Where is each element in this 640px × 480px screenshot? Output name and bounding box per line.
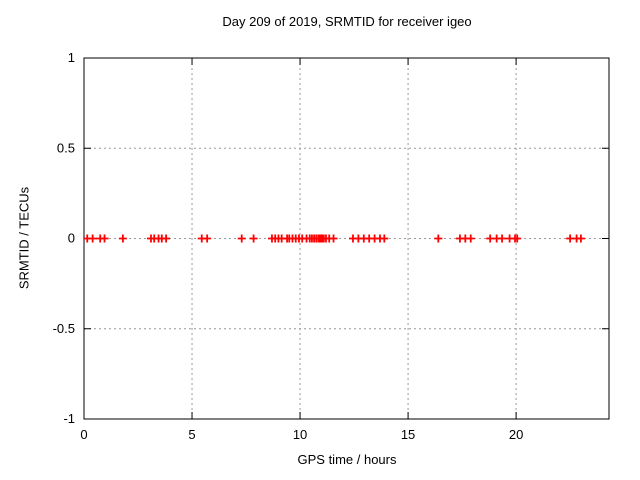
data-point-marker [100, 234, 109, 243]
x-axis-label: GPS time / hours [297, 452, 397, 467]
data-point-marker [203, 234, 212, 243]
x-tick-label: 20 [509, 427, 523, 442]
x-tick-label: 0 [80, 427, 87, 442]
data-point-marker [329, 234, 338, 243]
data-point-marker [466, 234, 475, 243]
x-tick-label: 10 [293, 427, 307, 442]
data-point-marker [498, 234, 507, 243]
chart-title: Day 209 of 2019, SRMTID for receiver ige… [222, 14, 472, 29]
data-point-marker [513, 234, 522, 243]
y-tick-label: 1 [68, 50, 75, 65]
y-tick-label: 0.5 [57, 140, 75, 155]
data-point-marker [434, 234, 443, 243]
data-point-marker [249, 234, 258, 243]
y-tick-label: 0 [68, 231, 75, 246]
y-axis-label: SRMTID / TECUs [16, 186, 32, 290]
data-point-marker [118, 234, 127, 243]
x-tick-label: 5 [188, 427, 195, 442]
y-tick-label: -1 [63, 411, 75, 426]
data-point-marker [162, 234, 171, 243]
data-point-marker [576, 234, 585, 243]
x-tick-label: 15 [401, 427, 415, 442]
y-tick-label: -0.5 [53, 321, 75, 336]
data-point-marker [380, 234, 389, 243]
data-point-marker [88, 234, 97, 243]
data-point-marker [237, 234, 246, 243]
